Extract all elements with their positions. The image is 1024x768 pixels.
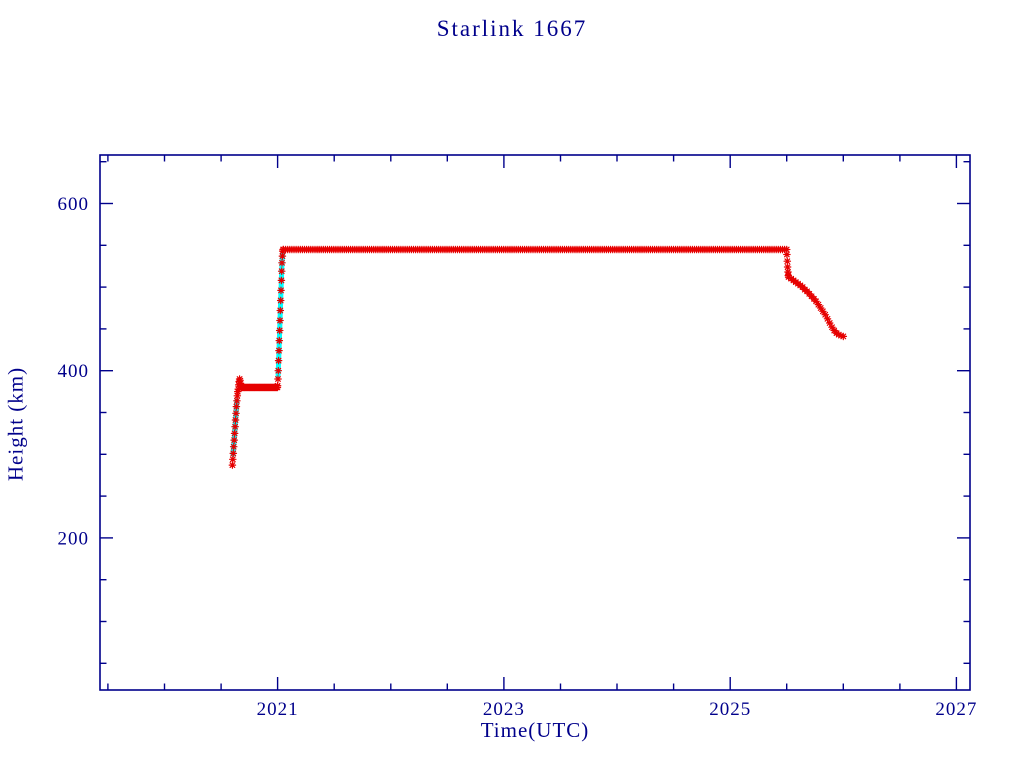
x-axis-label: Time(UTC) bbox=[480, 718, 590, 742]
svg-text:2021: 2021 bbox=[257, 699, 299, 720]
chart-title: Starlink 1667 bbox=[436, 16, 588, 41]
svg-text:600: 600 bbox=[58, 194, 90, 215]
svg-text:200: 200 bbox=[58, 528, 90, 549]
svg-text:2027: 2027 bbox=[935, 699, 977, 720]
svg-text:2025: 2025 bbox=[709, 699, 751, 720]
svg-text:2023: 2023 bbox=[483, 699, 525, 720]
svg-text:400: 400 bbox=[58, 361, 90, 382]
